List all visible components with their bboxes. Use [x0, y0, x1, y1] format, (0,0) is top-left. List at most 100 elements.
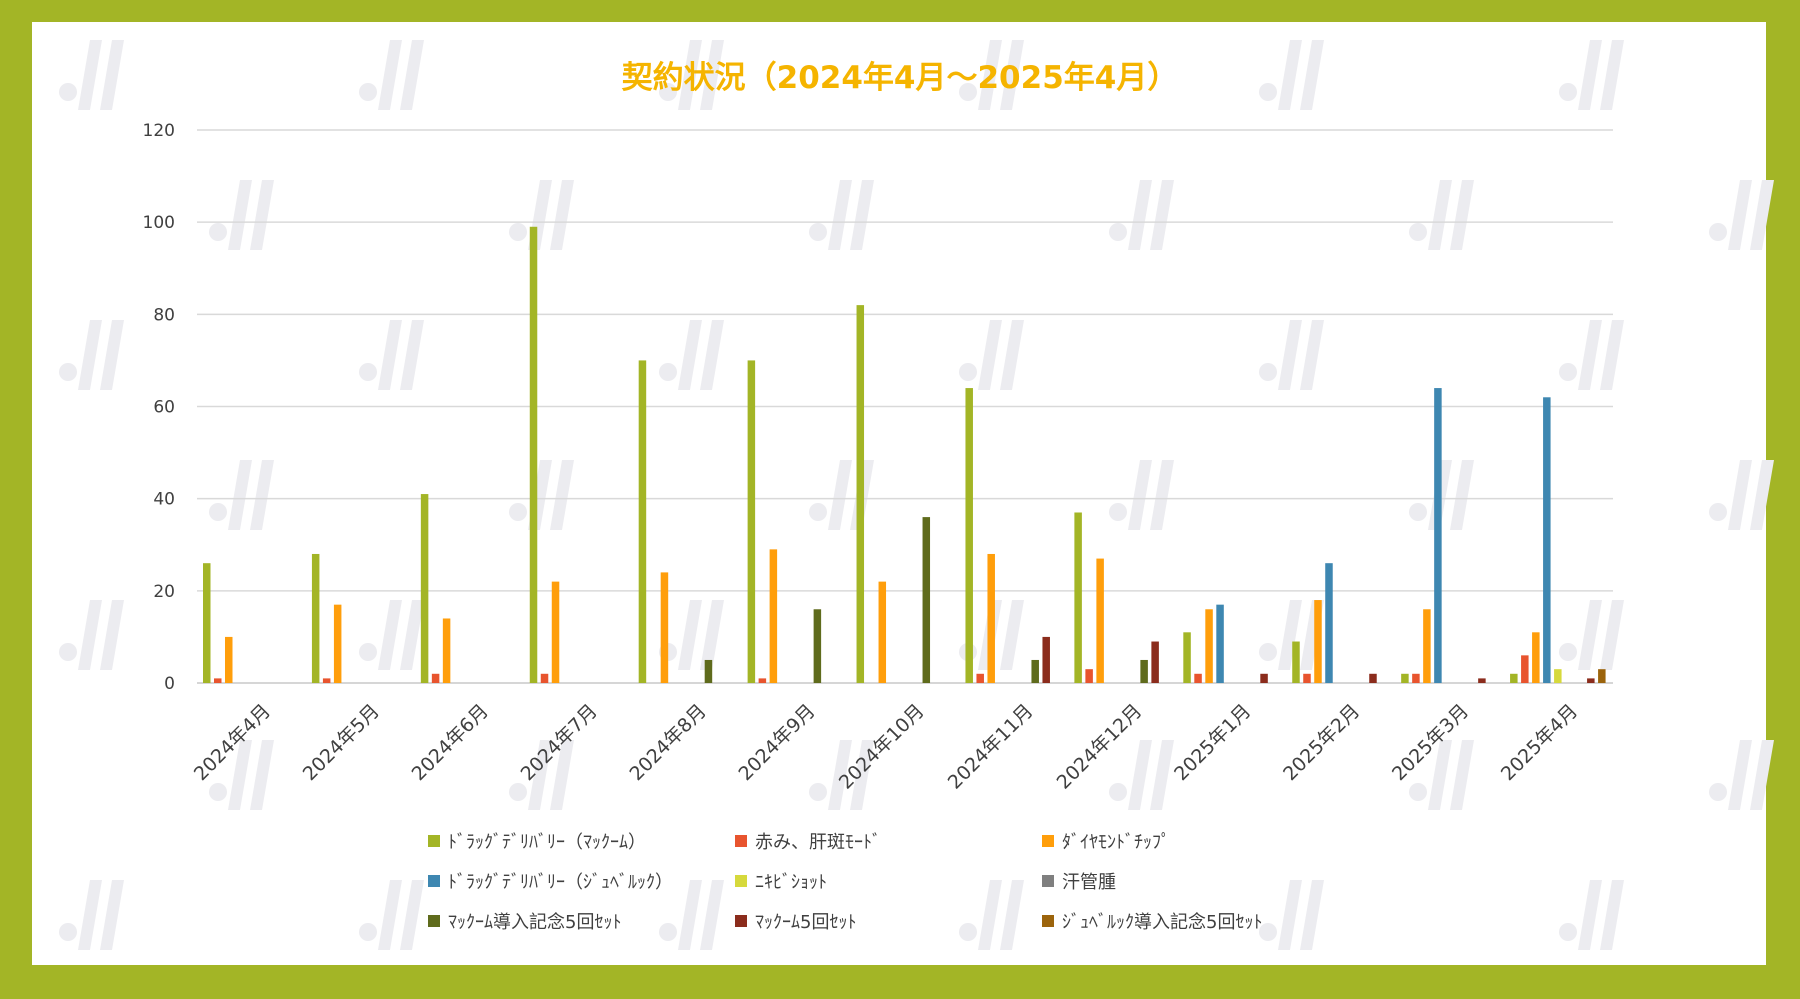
bar	[420, 494, 429, 683]
y-tick-label: 100	[143, 213, 175, 233]
watermark-bar	[378, 600, 402, 670]
bar	[1194, 673, 1202, 683]
legend-label: 赤み、肝斑ﾓｰﾄﾞ	[755, 832, 881, 853]
bar	[704, 659, 713, 683]
bar	[1423, 609, 1431, 683]
watermark-logo	[1409, 740, 1474, 810]
watermark-bar	[100, 40, 124, 110]
watermark-bar	[100, 880, 124, 950]
bar	[922, 517, 931, 683]
watermark-logo	[1259, 320, 1324, 390]
watermark-dot	[659, 923, 677, 941]
watermark-bar	[678, 320, 702, 390]
watermark-bar	[1600, 320, 1624, 390]
x-tick-label: 2024年7月	[517, 700, 602, 785]
chart-panel	[32, 22, 1766, 965]
watermark-bar	[1450, 460, 1474, 530]
bar	[813, 609, 822, 683]
watermark-logo	[59, 880, 124, 950]
bar	[1532, 632, 1540, 683]
watermark-logo	[209, 460, 274, 530]
bar	[1292, 641, 1300, 683]
legend-swatch	[735, 835, 747, 847]
watermark-dot	[1559, 923, 1577, 941]
legend-label: ｼﾞｭﾍﾞﾙｯｸ導入記念5回ｾｯﾄ	[1062, 912, 1263, 933]
watermark-logo	[1409, 180, 1474, 250]
bar	[1434, 388, 1442, 683]
watermark-bar	[400, 880, 424, 950]
watermark-bar	[250, 740, 274, 810]
y-tick-label: 60	[153, 398, 175, 418]
y-tick-label: 20	[153, 582, 175, 602]
watermark-dot	[59, 923, 77, 941]
bar	[225, 636, 233, 683]
watermark-bar	[850, 740, 874, 810]
watermark-bar	[828, 180, 852, 250]
bar	[769, 549, 778, 683]
legend-swatch	[1042, 875, 1054, 887]
legend-item: ﾏｯｸｰﾑ5回ｾｯﾄ	[735, 908, 856, 934]
bar	[1031, 659, 1039, 683]
bar	[1096, 558, 1104, 683]
watermark-dot	[359, 923, 377, 941]
watermark-bar	[828, 740, 852, 810]
watermark-logo	[809, 180, 874, 250]
watermark-logo	[1259, 40, 1324, 110]
watermark-bar	[400, 40, 424, 110]
watermark-bar	[1128, 180, 1152, 250]
watermark-bar	[850, 180, 874, 250]
watermark-bar	[978, 880, 1002, 950]
legend-label: 汗管腫	[1062, 872, 1116, 893]
watermark-logo	[809, 740, 874, 810]
bar	[203, 563, 211, 683]
watermark-bar	[1578, 40, 1602, 110]
watermark-dot	[1259, 923, 1277, 941]
x-tick-label: 2024年11月	[944, 700, 1038, 794]
watermark-bar	[700, 40, 724, 110]
watermark-dot	[209, 783, 227, 801]
bar	[1260, 673, 1268, 683]
watermark-bar	[1150, 460, 1174, 530]
bar	[1412, 673, 1420, 683]
watermark-logo	[1559, 320, 1624, 390]
watermark-bar	[78, 320, 102, 390]
watermark-bar	[228, 460, 252, 530]
watermark-bar	[550, 180, 574, 250]
bar	[1140, 659, 1148, 683]
y-tick-label: 0	[164, 674, 175, 694]
bar	[1074, 512, 1082, 683]
bar	[1478, 678, 1486, 683]
watermark-logo	[659, 40, 724, 110]
watermark-bar	[678, 880, 702, 950]
legend-swatch	[428, 875, 440, 887]
watermark-logo	[359, 320, 424, 390]
watermark-dot	[509, 223, 527, 241]
watermark-dot	[59, 363, 77, 381]
watermark-logo	[959, 880, 1024, 950]
watermark-dot	[359, 643, 377, 661]
legend-swatch	[1042, 835, 1054, 847]
bar	[976, 673, 984, 683]
watermark-bar	[1300, 880, 1324, 950]
watermark-bar	[1000, 40, 1024, 110]
watermark-dot	[959, 83, 977, 101]
x-tick-label: 2025年1月	[1170, 700, 1255, 785]
bar	[540, 673, 549, 683]
watermark-bar	[1000, 320, 1024, 390]
watermark-logo	[959, 40, 1024, 110]
bar	[1598, 669, 1606, 683]
watermark-logo	[1709, 180, 1774, 250]
watermark-dot	[359, 83, 377, 101]
bar	[1216, 604, 1224, 683]
legend-item: ﾄﾞﾗｯｸﾞﾃﾞﾘﾊﾞﾘｰ（ﾏｯｸｰﾑ）	[428, 828, 646, 854]
bar	[758, 678, 767, 683]
x-tick-label: 2024年12月	[1053, 700, 1147, 794]
watermark-bar	[700, 320, 724, 390]
watermark-bar	[1450, 740, 1474, 810]
legend-swatch	[735, 875, 747, 887]
watermark-dot	[209, 223, 227, 241]
legend-label: ﾏｯｸｰﾑ導入記念5回ｾｯﾄ	[448, 912, 622, 933]
legend-swatch	[735, 915, 747, 927]
bar	[1521, 655, 1529, 683]
